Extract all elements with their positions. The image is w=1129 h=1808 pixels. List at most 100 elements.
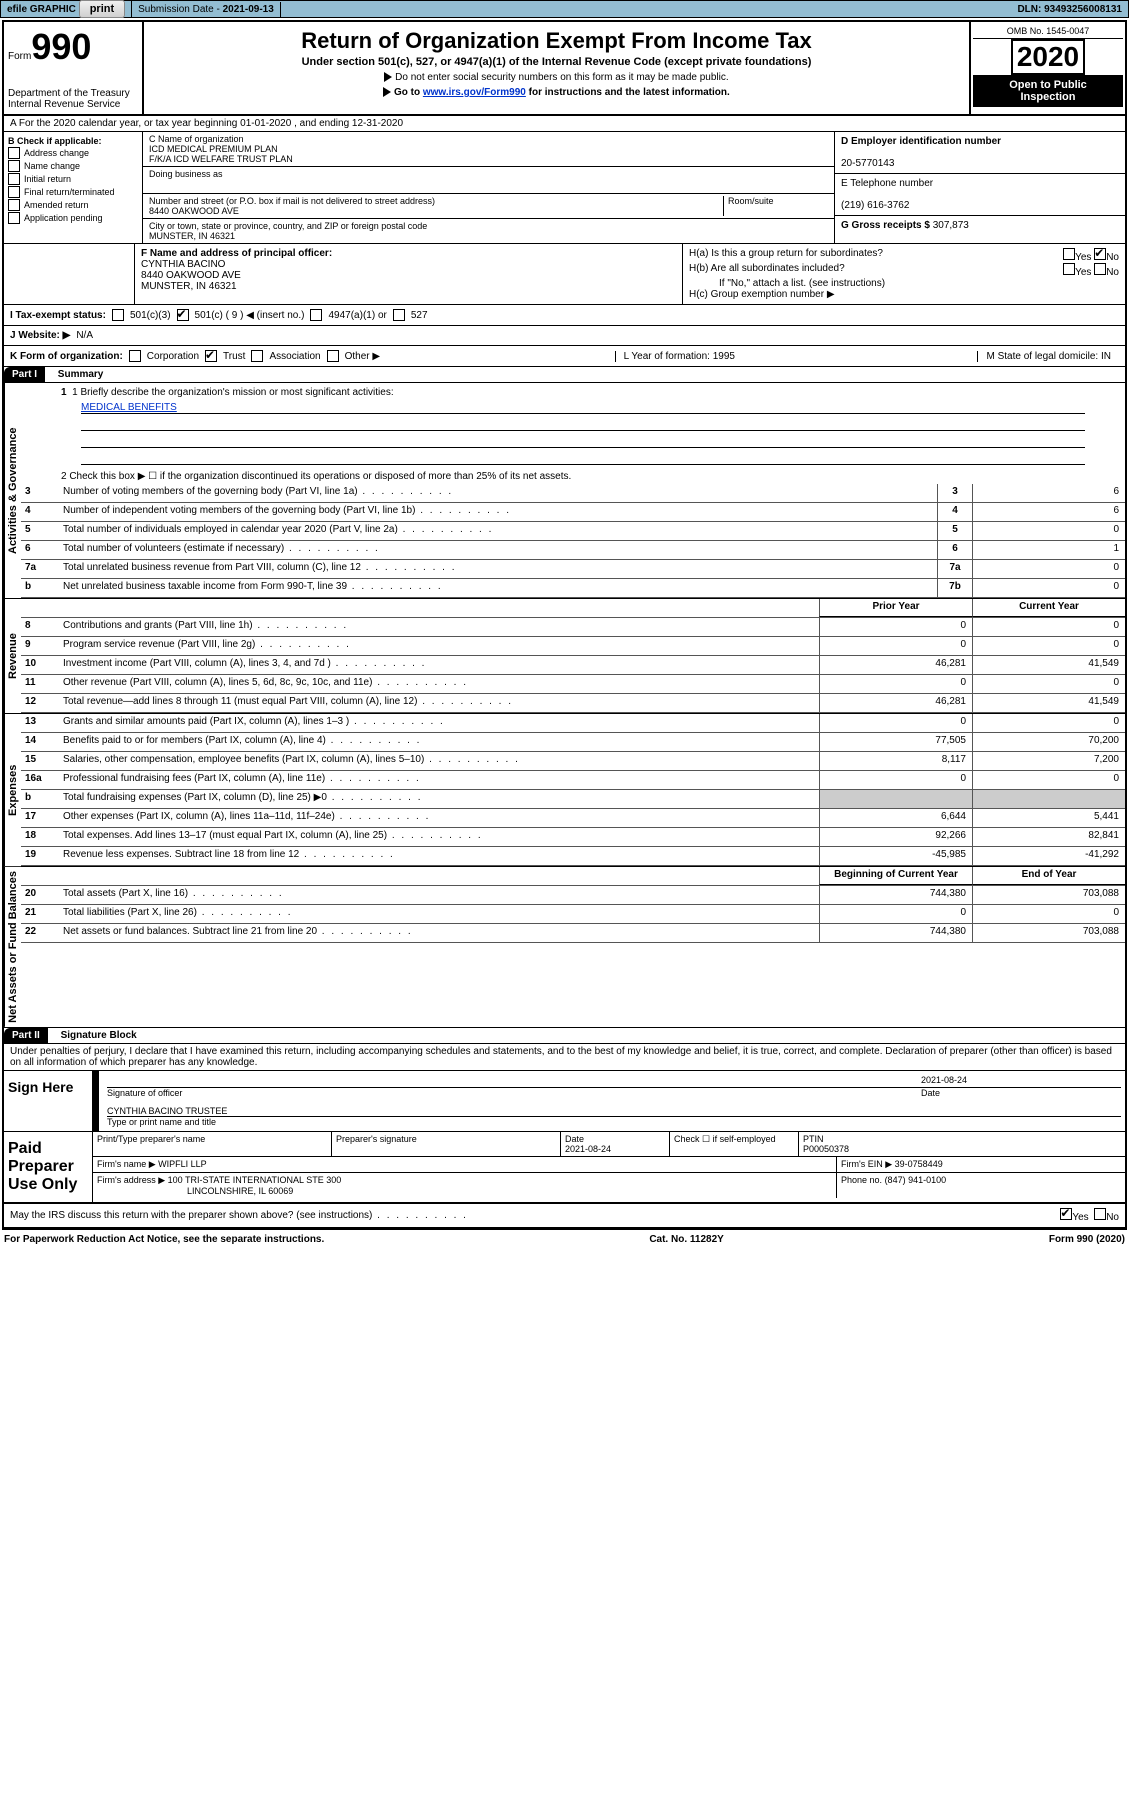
- table-row: 12Total revenue—add lines 8 through 11 (…: [21, 694, 1125, 713]
- form-label: Form: [8, 51, 31, 62]
- cb-discuss-yes[interactable]: [1060, 1208, 1072, 1220]
- cb-hb-yes[interactable]: [1063, 263, 1075, 275]
- line-2: 2 Check this box ▶ ☐ if the organization…: [21, 467, 1125, 484]
- city-label: City or town, state or province, country…: [149, 221, 427, 231]
- b-label: B Check if applicable:: [8, 136, 102, 146]
- subtitle-1: Under section 501(c), 527, or 4947(a)(1)…: [148, 56, 965, 68]
- cb-ha-yes[interactable]: [1063, 248, 1075, 260]
- cb-amended[interactable]: [8, 199, 20, 211]
- officer-addr2: MUNSTER, IN 46321: [141, 281, 237, 292]
- firm-ein: 39-0758449: [895, 1159, 943, 1169]
- cb-assoc[interactable]: [251, 350, 263, 362]
- officer-name: CYNTHIA BACINO: [141, 259, 225, 270]
- hb-note: If "No," attach a list. (see instruction…: [689, 278, 1119, 289]
- line-1-label: 1 1 Briefly describe the organization's …: [21, 383, 1125, 400]
- table-row: 7aTotal unrelated business revenue from …: [21, 560, 1125, 579]
- cb-501c3[interactable]: [112, 309, 124, 321]
- cb-501c[interactable]: [177, 309, 189, 321]
- current-year-header: Current Year: [972, 599, 1125, 617]
- e-label: E Telephone number: [841, 178, 933, 189]
- row-j: J Website: ▶ N/A: [4, 326, 1125, 346]
- footer-center: Cat. No. 11282Y: [649, 1234, 723, 1245]
- dln: DLN: 93493256008131: [1011, 2, 1128, 17]
- subtitle-2: Do not enter social security numbers on …: [148, 72, 965, 83]
- form-number: 990: [31, 26, 91, 67]
- dept-treasury: Department of the Treasury: [8, 88, 138, 99]
- prep-date: 2021-08-24: [565, 1144, 611, 1154]
- table-row: 19Revenue less expenses. Subtract line 1…: [21, 847, 1125, 866]
- cb-4947[interactable]: [310, 309, 322, 321]
- print-button[interactable]: print: [79, 0, 125, 18]
- table-row: 16aProfessional fundraising fees (Part I…: [21, 771, 1125, 790]
- form-title: Return of Organization Exempt From Incom…: [150, 28, 963, 54]
- d-label: D Employer identification number: [841, 136, 1001, 147]
- date-label: Date: [921, 1088, 1121, 1098]
- sig-officer-field[interactable]: [107, 1075, 921, 1087]
- cb-name-change[interactable]: [8, 160, 20, 172]
- cb-address-change[interactable]: [8, 147, 20, 159]
- table-row: 17Other expenses (Part IX, column (A), l…: [21, 809, 1125, 828]
- table-row: 8Contributions and grants (Part VIII, li…: [21, 618, 1125, 637]
- org-name-2: F/K/A ICD WELFARE TRUST PLAN: [149, 154, 293, 164]
- sign-here-label: Sign Here: [4, 1071, 93, 1131]
- firm-phone: (847) 941-0100: [885, 1175, 947, 1185]
- table-row: 22Net assets or fund balances. Subtract …: [21, 924, 1125, 943]
- firm-name: WIPFLI LLP: [158, 1159, 207, 1169]
- column-de: D Employer identification number 20-57701…: [835, 132, 1125, 243]
- cb-527[interactable]: [393, 309, 405, 321]
- prep-name-label: Print/Type preparer's name: [97, 1134, 205, 1144]
- tax-year: 2020: [1011, 39, 1085, 75]
- efile-label: efile GRAPHIC print: [1, 1, 132, 17]
- cb-other[interactable]: [327, 350, 339, 362]
- org-name-1: ICD MEDICAL PREMIUM PLAN: [149, 144, 278, 154]
- cb-corp[interactable]: [129, 350, 141, 362]
- eoy-header: End of Year: [972, 867, 1125, 885]
- top-spacer: [281, 7, 1012, 11]
- room-label: Room/suite: [723, 196, 828, 216]
- declaration: Under penalties of perjury, I declare th…: [4, 1044, 1125, 1071]
- prep-sig-label: Preparer's signature: [336, 1134, 417, 1144]
- part-1-header: Part I Summary: [4, 367, 1125, 383]
- cb-discuss-no[interactable]: [1094, 1208, 1106, 1220]
- table-row: 13Grants and similar amounts paid (Part …: [21, 714, 1125, 733]
- subtitle-3: Go to www.irs.gov/Form990 for instructio…: [148, 87, 965, 98]
- row-k: K Form of organization: Corporation Trus…: [4, 346, 1125, 367]
- cb-final-return[interactable]: [8, 186, 20, 198]
- cb-pending[interactable]: [8, 212, 20, 224]
- table-row: 9Program service revenue (Part VIII, lin…: [21, 637, 1125, 656]
- ha-label: H(a) Is this a group return for subordin…: [689, 248, 883, 263]
- boy-header: Beginning of Current Year: [819, 867, 972, 885]
- section-h: H(a) Is this a group return for subordin…: [683, 244, 1125, 304]
- mission-text: MEDICAL BENEFITS: [81, 402, 1085, 414]
- omb-number: OMB No. 1545-0047: [973, 24, 1123, 39]
- type-name-label: Type or print name and title: [107, 1117, 1121, 1127]
- irs-link[interactable]: www.irs.gov/Form990: [423, 87, 526, 98]
- cb-trust[interactable]: [205, 350, 217, 362]
- cb-ha-no[interactable]: [1094, 248, 1106, 260]
- side-revenue: Revenue: [4, 599, 21, 713]
- prior-year-header: Prior Year: [819, 599, 972, 617]
- hc-label: H(c) Group exemption number ▶: [689, 289, 1119, 300]
- table-row: 6Total number of volunteers (estimate if…: [21, 541, 1125, 560]
- year-formation: L Year of formation: 1995: [615, 351, 743, 362]
- footer-left: For Paperwork Reduction Act Notice, see …: [4, 1234, 324, 1245]
- side-expenses: Expenses: [4, 714, 21, 866]
- header: Form990 Department of the Treasury Inter…: [4, 22, 1125, 116]
- cb-hb-no[interactable]: [1094, 263, 1106, 275]
- column-c: C Name of organizationICD MEDICAL PREMIU…: [143, 132, 835, 243]
- table-row: 10Investment income (Part VIII, column (…: [21, 656, 1125, 675]
- cb-initial-return[interactable]: [8, 173, 20, 185]
- phone-value: (219) 616-3762: [841, 200, 909, 211]
- row-i: I Tax-exempt status: 501(c)(3) 501(c) ( …: [4, 305, 1125, 326]
- table-row: 14Benefits paid to or for members (Part …: [21, 733, 1125, 752]
- officer-addr1: 8440 OAKWOOD AVE: [141, 270, 241, 281]
- ein-value: 20-5770143: [841, 158, 894, 169]
- table-row: 3Number of voting members of the governi…: [21, 484, 1125, 503]
- street-value: 8440 OAKWOOD AVE: [149, 206, 239, 216]
- sig-officer-label: Signature of officer: [107, 1088, 921, 1098]
- ptin-value: P00050378: [803, 1144, 849, 1154]
- paid-preparer-label: Paid Preparer Use Only: [4, 1132, 93, 1202]
- street-label: Number and street (or P.O. box if mail i…: [149, 196, 435, 206]
- g-label: G Gross receipts $: [841, 220, 933, 231]
- table-row: bNet unrelated business taxable income f…: [21, 579, 1125, 598]
